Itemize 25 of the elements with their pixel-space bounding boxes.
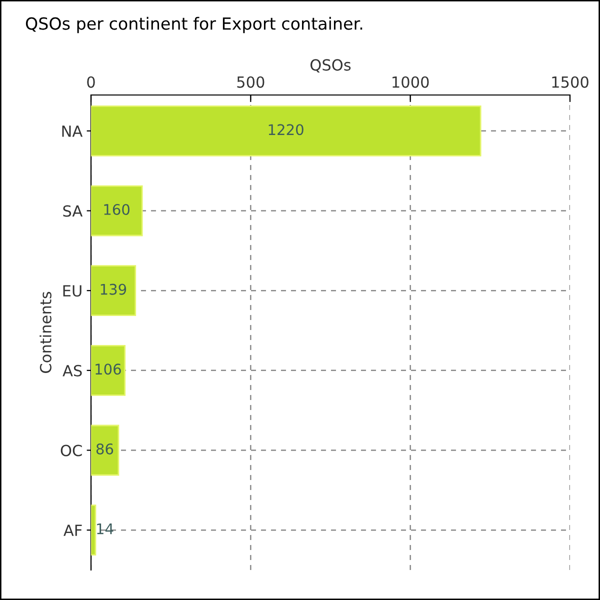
y-tick-label: SA	[63, 205, 83, 217]
y-tick-label: AF	[64, 524, 82, 536]
x-tick-label: 1500	[552, 76, 588, 88]
data-label: 1220	[268, 124, 304, 136]
chart-title: QSOs per continent for Export container.	[26, 16, 362, 34]
x-tick-label: 1000	[392, 76, 429, 88]
data-label: 139	[100, 284, 126, 295]
x-axis-title: QSOs	[310, 59, 351, 72]
bar	[91, 504, 96, 556]
bar	[91, 424, 120, 476]
data-label: 106	[96, 364, 121, 375]
bar	[91, 105, 482, 156]
bar	[91, 185, 143, 236]
y-tick-label: EU	[63, 285, 82, 297]
y-tick-label: OC	[60, 444, 82, 456]
y-tick-label: NA	[62, 126, 83, 137]
data-label: 160	[104, 204, 130, 215]
bar	[91, 344, 126, 396]
y-tick-label: AS	[62, 364, 82, 376]
data-label: 14	[97, 523, 114, 534]
bar	[91, 265, 136, 316]
data-label: 86	[96, 443, 114, 454]
x-tick-label: 0	[87, 76, 95, 88]
y-axis-title: Continents	[40, 292, 52, 373]
x-tick-label: 500	[237, 76, 264, 88]
